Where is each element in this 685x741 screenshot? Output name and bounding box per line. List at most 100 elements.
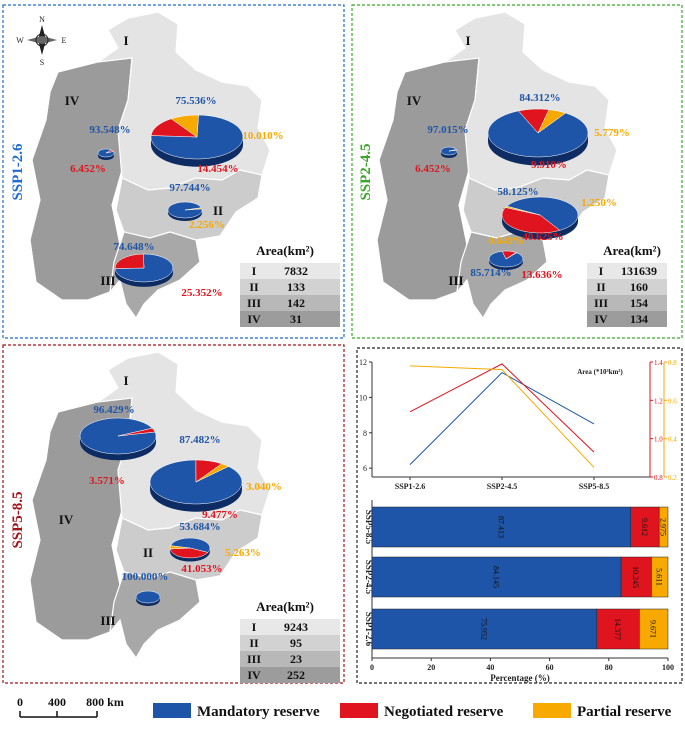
area-row-region: II xyxy=(596,280,606,294)
bar-value-label-partial: 9.671 xyxy=(649,620,658,638)
x-tick-label: SSP2-4.5 xyxy=(487,482,517,491)
pie-label-mandatory: 75.536% xyxy=(175,95,216,107)
area-table-header: Area(km²) xyxy=(256,599,314,614)
compass-e: E xyxy=(62,36,67,45)
area-row-bg xyxy=(587,263,667,279)
region-label-II: II xyxy=(143,545,153,560)
area-row-value: 131639 xyxy=(621,264,657,278)
pie-label-partial: 0.649% xyxy=(488,235,524,247)
pie-slice-partial xyxy=(169,545,191,550)
legend-label-partial: Partial reserve xyxy=(577,704,672,720)
region-label-III: III xyxy=(100,273,115,288)
bar-value-label-mandatory: 75.952 xyxy=(479,618,488,640)
area-row-value: 7832 xyxy=(284,264,308,278)
pie-slice-negotiated xyxy=(117,427,156,437)
scenario-title: SSP2-4.5 xyxy=(358,143,374,200)
pie-label-mandatory: 74.648% xyxy=(113,241,154,253)
pie-slice-mandatory xyxy=(135,590,161,604)
compass-s: S xyxy=(40,58,44,67)
area-row-value: 142 xyxy=(287,296,305,310)
x-tick-label: SSP1-2.6 xyxy=(395,482,425,491)
pie-label-partial: 5.779% xyxy=(594,127,630,139)
right1-tick-label: 1.0 xyxy=(654,436,663,444)
bar-value-label-mandatory: 84.145 xyxy=(492,566,501,588)
region-label-I: I xyxy=(465,33,470,48)
pie-slice-partial xyxy=(537,109,567,134)
area-row-region: I xyxy=(599,264,604,278)
area-row-value: 154 xyxy=(630,296,648,310)
area-row-bg xyxy=(240,667,340,683)
area-row-bg xyxy=(240,635,340,651)
pie-label-mandatory: 97.744% xyxy=(169,182,210,194)
pie-label-mandatory: 97.015% xyxy=(427,124,468,136)
pie-label-mandatory: 87.482% xyxy=(179,434,220,446)
bar-value-label-partial: 2.975 xyxy=(659,518,668,536)
bar-value-label-negotiated: 9.612 xyxy=(640,518,649,536)
area-row-region: II xyxy=(249,636,259,650)
series-line-mandatory xyxy=(409,371,595,465)
pie-slice-partial xyxy=(170,114,199,138)
area-table-header: Area(km²) xyxy=(603,243,661,258)
left-tick-label: 8 xyxy=(363,429,367,438)
area-row-region: III xyxy=(247,296,261,310)
pie-slice-partial xyxy=(505,252,518,260)
scenario-title: SSP1-2.6 xyxy=(10,143,26,201)
charts-panel: 6 8 10 12 0.8 1.0 1.2 1.4 0.2 0.4 0.6 0.8 SSP1-2.6 SS… xyxy=(356,347,683,684)
pie-label-mandatory: 53.684% xyxy=(179,521,220,533)
panel-border xyxy=(351,4,683,339)
area-row-region: II xyxy=(249,280,259,294)
area-row-value: 133 xyxy=(287,280,305,294)
bar-value-label-partial: 5.611 xyxy=(655,568,664,586)
area-row-bg xyxy=(240,311,340,327)
pie-slice-partial xyxy=(195,463,230,483)
bar-segment-partial xyxy=(639,608,669,650)
pie-slice-mandatory xyxy=(506,196,579,231)
right1-tick-label: 0.8 xyxy=(654,474,663,482)
scale-bar: 0 400 800 km xyxy=(17,695,124,718)
map-panel-ssp5-8.5: SSP5-8.5IIIIIIIV87.482%9.477%3.040%53.68… xyxy=(2,344,345,684)
legend: Mandatory reserve Negotiated reserve Parti… xyxy=(153,703,672,720)
panel-border xyxy=(2,344,345,684)
pie-label-mandatory: 100.000% xyxy=(122,571,169,583)
right2-tick-label: 0.6 xyxy=(668,397,677,405)
area-row-region: III xyxy=(594,296,608,310)
bar-category-label: SSP2-4.5 xyxy=(364,560,374,595)
scale-label: 400 xyxy=(48,695,66,709)
pie-label-negotiated: 40.625% xyxy=(522,231,563,243)
pie-label-mandatory: 58.125% xyxy=(497,186,538,198)
left-tick-label: 10 xyxy=(359,393,367,402)
legend-label-negotiated: Negotiated reserve xyxy=(384,704,504,720)
pie-label-mandatory: 85.714% xyxy=(470,267,511,279)
area-row-bg xyxy=(240,263,340,279)
pie-label-partial: 3.040% xyxy=(246,481,282,493)
pie-label-negotiated: 41.053% xyxy=(181,563,222,575)
area-row-bg xyxy=(587,295,667,311)
pie-slice-negotiated xyxy=(501,207,561,234)
area-row-region: IV xyxy=(247,668,261,682)
legend-swatch-partial xyxy=(533,703,571,718)
bar-value-label-negotiated: 10.245 xyxy=(631,566,640,588)
scale-label: 0 xyxy=(17,695,23,709)
bar-x-tick-label: 100 xyxy=(662,663,674,672)
panel-border xyxy=(2,4,345,339)
pie-slice-mandatory xyxy=(170,537,211,553)
compass-n: N xyxy=(39,15,45,24)
scale-label: 800 km xyxy=(86,695,124,709)
bar-x-tick-label: 40 xyxy=(486,663,494,672)
region-label-IV: IV xyxy=(59,512,74,527)
area-row-value: 95 xyxy=(290,636,302,650)
bar-segment-partial xyxy=(658,506,669,548)
pie-label-negotiated: 9.477% xyxy=(202,509,238,521)
legend-label-mandatory: Mandatory reserve xyxy=(197,704,320,720)
left-tick-label: 12 xyxy=(359,358,367,367)
bar-x-tick-label: 20 xyxy=(427,663,435,672)
pie-label-negotiated: 3.571% xyxy=(89,475,125,487)
area-row-region: III xyxy=(247,652,261,666)
bar-value-label-negotiated: 14.377 xyxy=(613,618,622,640)
area-row-bg xyxy=(240,295,340,311)
pie-label-negotiated: 13.636% xyxy=(521,269,562,281)
right2-tick-label: 0.2 xyxy=(668,474,677,482)
pie-slice-mandatory xyxy=(487,110,589,158)
